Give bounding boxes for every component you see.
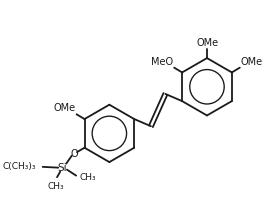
Text: OMe: OMe <box>53 103 75 114</box>
Text: CH₃: CH₃ <box>79 173 96 182</box>
Text: C(CH₃)₃: C(CH₃)₃ <box>2 162 36 171</box>
Text: MeO: MeO <box>151 57 173 67</box>
Text: OMe: OMe <box>196 38 218 48</box>
Text: CH₃: CH₃ <box>47 182 64 191</box>
Text: Si: Si <box>58 163 68 173</box>
Text: OMe: OMe <box>241 57 263 67</box>
Text: O: O <box>71 149 78 159</box>
